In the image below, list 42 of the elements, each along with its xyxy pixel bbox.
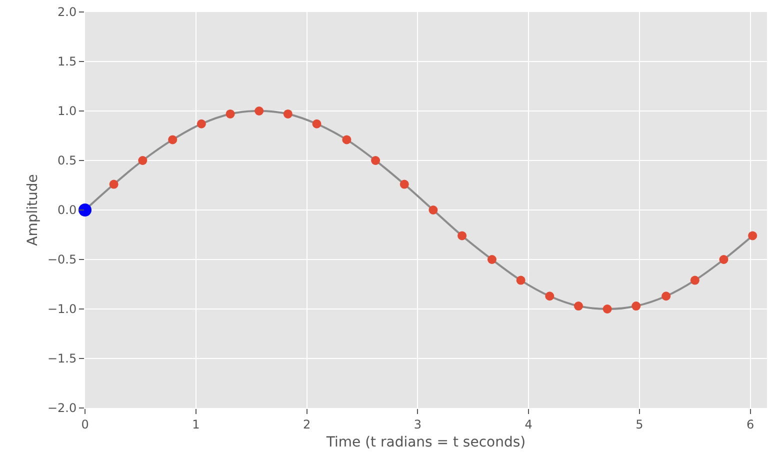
y-tick-label: −0.5 xyxy=(47,252,77,267)
point xyxy=(168,135,178,144)
point xyxy=(662,292,671,301)
y-tick-label: 0.5 xyxy=(58,154,77,168)
point xyxy=(283,109,292,118)
point xyxy=(487,255,496,264)
point xyxy=(371,156,380,165)
x-tick-label: 0 xyxy=(81,417,89,432)
point xyxy=(719,255,728,264)
point xyxy=(400,180,409,189)
point xyxy=(196,119,206,128)
point xyxy=(342,135,352,144)
point xyxy=(138,156,148,165)
x-tick-label: 3 xyxy=(414,417,422,432)
point xyxy=(632,302,641,311)
y-tick-label: −1.5 xyxy=(47,352,77,366)
point xyxy=(690,276,700,285)
y-tick-label: 2.0 xyxy=(58,5,77,20)
point xyxy=(226,109,235,118)
point xyxy=(109,180,118,189)
point xyxy=(516,276,526,285)
point xyxy=(312,119,322,128)
y-tick-label: 1.5 xyxy=(58,54,77,69)
x-tick-label: 6 xyxy=(746,417,754,432)
x-tick-label: 4 xyxy=(524,417,532,432)
point xyxy=(254,106,264,116)
point xyxy=(748,231,758,240)
point xyxy=(78,204,92,216)
y-tick-label: 0.0 xyxy=(58,203,77,218)
x-tick-label: 5 xyxy=(636,417,644,432)
x-tick-label: 2 xyxy=(302,417,311,432)
point xyxy=(602,304,612,314)
point xyxy=(574,302,583,311)
y-tick-label: −1.0 xyxy=(47,302,77,316)
y-axis-title: Amplitude xyxy=(25,174,42,246)
point xyxy=(545,292,554,301)
y-tick-label: −2.0 xyxy=(47,401,77,416)
point xyxy=(428,206,438,214)
point xyxy=(458,231,467,240)
x-axis-title: Time (t radians = t seconds) xyxy=(325,434,526,451)
y-tick-label: 1.0 xyxy=(58,104,77,118)
x-tick-label: 1 xyxy=(192,417,200,432)
